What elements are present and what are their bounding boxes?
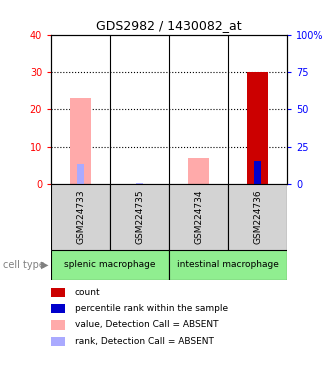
Title: GDS2982 / 1430082_at: GDS2982 / 1430082_at	[96, 19, 242, 32]
Bar	[247, 128, 268, 184]
Text: value, Detection Call = ABSENT: value, Detection Call = ABSENT	[75, 321, 218, 329]
Bar	[51, 337, 65, 346]
Bar	[70, 98, 91, 184]
Text: rank, Detection Call = ABSENT: rank, Detection Call = ABSENT	[75, 337, 214, 346]
Text: splenic macrophage: splenic macrophage	[64, 260, 156, 270]
Text: GSM224736: GSM224736	[253, 190, 262, 244]
Text: percentile rank within the sample: percentile rank within the sample	[75, 304, 228, 313]
Bar	[188, 158, 209, 184]
Bar	[228, 184, 287, 250]
Bar	[51, 320, 65, 329]
Bar	[254, 161, 261, 184]
Text: cell type: cell type	[3, 260, 45, 270]
Bar	[136, 183, 143, 184]
Text: GSM224734: GSM224734	[194, 190, 203, 244]
Text: count: count	[75, 288, 100, 297]
Bar	[247, 72, 268, 184]
Bar	[254, 161, 261, 184]
Text: ▶: ▶	[41, 260, 49, 270]
Bar	[77, 164, 84, 184]
Bar	[169, 250, 287, 280]
Text: GSM224735: GSM224735	[135, 190, 144, 244]
Text: GSM224733: GSM224733	[76, 190, 85, 244]
Text: intestinal macrophage: intestinal macrophage	[177, 260, 279, 270]
Bar	[51, 288, 65, 297]
Bar	[51, 250, 169, 280]
Bar	[51, 304, 65, 313]
Bar	[51, 184, 110, 250]
Bar	[110, 184, 169, 250]
Bar	[169, 184, 228, 250]
